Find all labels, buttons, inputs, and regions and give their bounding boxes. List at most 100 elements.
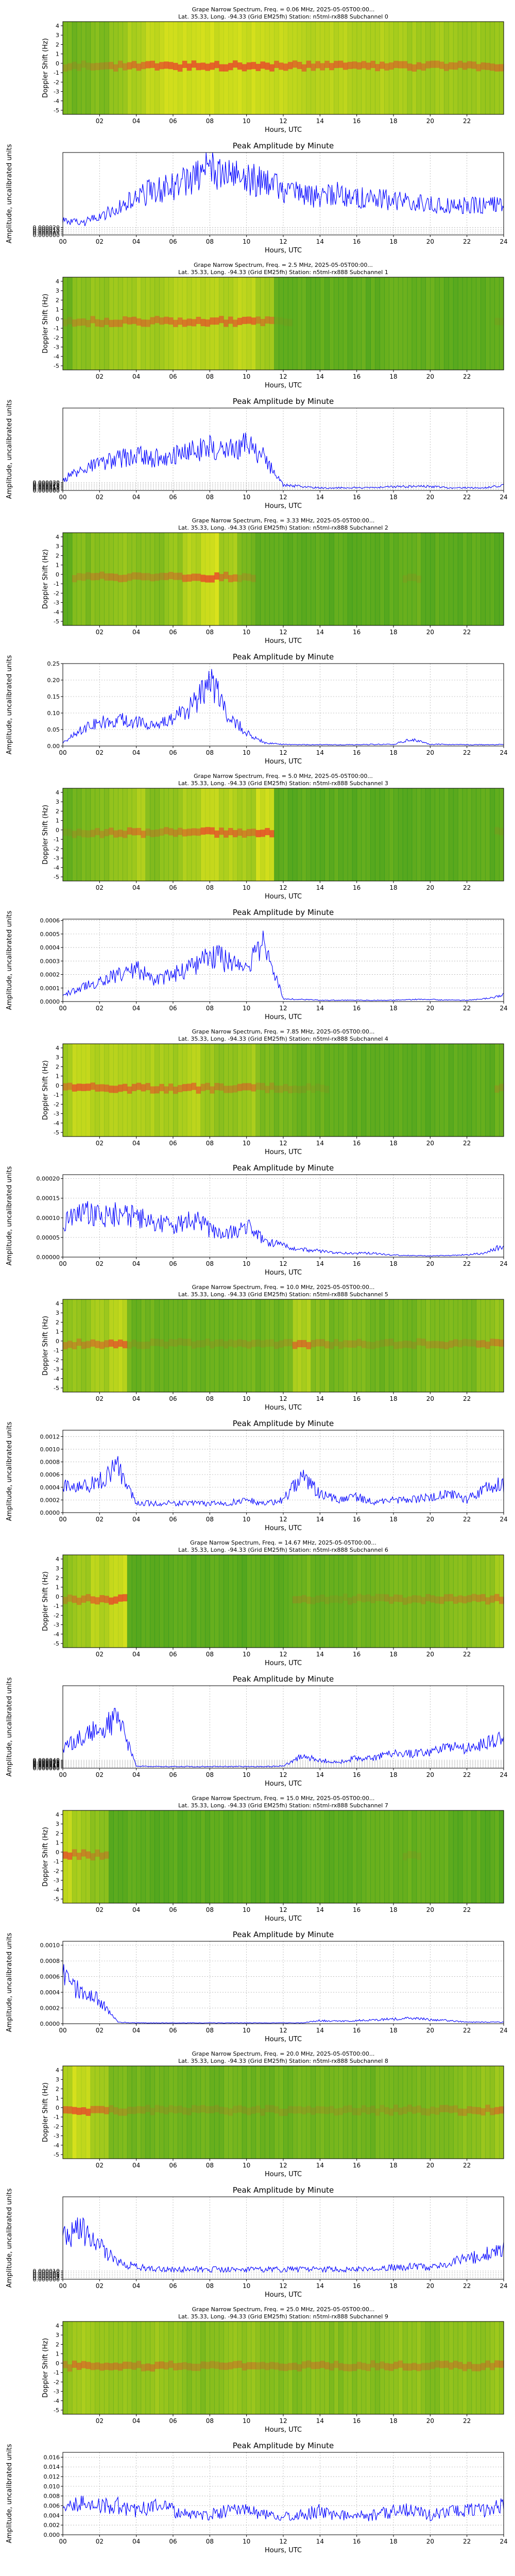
doppler-trace-cell — [118, 2363, 123, 2371]
doppler-trace-cell — [159, 828, 164, 836]
spectrogram-cell — [380, 2066, 385, 2159]
doppler-trace-cell — [393, 1594, 399, 1602]
amplitude-x-label: Hours, UTC — [265, 1269, 302, 1277]
doppler-tick-label: 1 — [56, 1840, 59, 1846]
spectrogram-cell — [168, 1555, 174, 1648]
doppler-trace-cell — [154, 1086, 160, 1094]
doppler-trace-cell — [232, 60, 238, 68]
doppler-tick-label: 4 — [56, 789, 59, 796]
doppler-trace-cell — [287, 1086, 293, 1093]
spectrogram-cell — [145, 1555, 151, 1648]
doppler-trace-cell — [255, 2362, 261, 2370]
doppler-trace-cell — [494, 1338, 500, 1346]
spectrum-x-tick-label: 14 — [316, 373, 324, 380]
spectrogram-cell — [182, 2321, 187, 2414]
spectrogram-cell — [476, 2066, 482, 2159]
doppler-trace-cell — [104, 317, 109, 325]
spectrogram-cell — [407, 2321, 413, 2414]
doppler-tick-label: -4 — [54, 98, 59, 105]
doppler-trace-cell — [95, 573, 100, 581]
spectrogram-cell — [164, 1555, 169, 1648]
spectrogram-cell — [297, 1555, 302, 1648]
spectrogram-cell — [205, 788, 210, 881]
doppler-trace-cell — [301, 64, 307, 72]
spectrum-x-label: Hours, UTC — [265, 2426, 302, 2434]
doppler-tick-label: -3 — [54, 855, 59, 862]
doppler-trace-cell — [131, 828, 137, 836]
doppler-trace-cell — [471, 2364, 477, 2371]
doppler-trace-cell — [361, 1341, 367, 1348]
spectrogram-cell — [99, 788, 105, 881]
doppler-trace-cell — [159, 1339, 164, 1347]
spectrogram-cell — [361, 2321, 367, 2414]
spectrogram-cell — [402, 1555, 408, 1648]
doppler-tick-label: 3 — [56, 799, 59, 805]
doppler-trace-cell — [145, 319, 151, 327]
spectrum-x-tick-label: 12 — [279, 2162, 287, 2169]
doppler-trace-cell — [200, 2361, 206, 2369]
doppler-trace-cell — [145, 2363, 151, 2371]
spectrum-title-line1: Grape Narrow Spectrum, Freq. = 10.0 MHz,… — [192, 1284, 375, 1291]
spectrogram-cell — [228, 1810, 233, 1903]
spectrum-title-line2: Lat. 35.33, Long. -94.33 (Grid EM25fh) S… — [178, 2313, 388, 2320]
doppler-trace-cell — [141, 573, 146, 581]
spectrogram-cell — [214, 2321, 219, 2414]
spectrogram-cell — [274, 533, 279, 625]
doppler-trace-cell — [113, 64, 118, 72]
doppler-trace-cell — [145, 1083, 151, 1091]
spectrogram-cell — [283, 2321, 288, 2414]
doppler-trace-cell — [389, 1596, 394, 1604]
spectrum-x-tick-label: 20 — [426, 629, 434, 636]
doppler-trace-cell — [485, 2105, 490, 2112]
spectrum-y-label: Doppler Shift (Hz) — [42, 1827, 49, 1887]
doppler-trace-cell — [320, 1595, 325, 1602]
doppler-trace-cell — [265, 2105, 270, 2112]
doppler-trace-cell — [269, 1339, 274, 1347]
spectrogram-cell — [334, 1299, 339, 1392]
spectrum-title-line1: Grape Narrow Spectrum, Freq. = 5.0 MHz, … — [194, 773, 373, 779]
doppler-trace-cell — [347, 2105, 353, 2113]
spectrogram-cell — [237, 533, 243, 625]
spectrogram-cell — [118, 2321, 123, 2414]
amplitude-y-tick-label: 0.000015 — [33, 483, 60, 490]
amplitude-x-tick-label: 14 — [316, 2027, 324, 2034]
doppler-trace-cell — [274, 2362, 279, 2370]
amplitude-x-tick-label: 22 — [463, 1005, 471, 1012]
doppler-trace-cell — [260, 1082, 265, 1090]
spectrum-x-tick-label: 18 — [389, 1140, 397, 1147]
doppler-trace-cell — [334, 61, 339, 69]
doppler-trace-cell — [63, 2361, 68, 2368]
doppler-trace-cell — [320, 1084, 325, 1092]
doppler-trace-cell — [237, 2361, 243, 2368]
doppler-trace-cell — [145, 2105, 151, 2112]
doppler-trace-cell — [104, 1084, 109, 1092]
spectrogram-cell — [380, 1555, 385, 1648]
doppler-trace-cell — [494, 827, 500, 835]
spectrum-x-tick-label: 10 — [243, 1140, 250, 1147]
spectrogram-cell — [494, 1044, 500, 1137]
doppler-trace-cell — [63, 1597, 68, 1604]
doppler-trace-cell — [67, 2106, 73, 2114]
spectrum-x-tick-label: 06 — [169, 1140, 177, 1147]
doppler-trace-cell — [287, 1338, 293, 1346]
spectrogram-cell — [334, 277, 339, 370]
doppler-trace-cell — [301, 1340, 307, 1347]
spectrogram-cell — [122, 2321, 128, 2414]
spectrum-y-label: Doppler Shift (Hz) — [42, 1060, 49, 1120]
spectrum-x-tick-label: 10 — [243, 884, 250, 891]
doppler-tick-label: 1 — [56, 562, 59, 569]
doppler-trace-cell — [389, 62, 394, 70]
doppler-trace-cell — [90, 1853, 96, 1861]
spectrogram-cell — [85, 788, 91, 881]
spectrogram-cell — [279, 1810, 284, 1903]
spectrogram-cell — [214, 1810, 219, 1903]
doppler-trace-cell — [90, 63, 96, 71]
spectrogram-cell — [425, 1044, 431, 1137]
doppler-trace-cell — [274, 2106, 279, 2114]
amplitude-x-tick-label: 12 — [279, 2027, 287, 2034]
doppler-trace-cell — [99, 2106, 105, 2113]
spectrogram-cell — [407, 1555, 413, 1648]
spectrogram-cell — [99, 1810, 105, 1903]
doppler-trace-cell — [457, 2362, 463, 2369]
doppler-tick-label: -1 — [54, 2114, 59, 2121]
